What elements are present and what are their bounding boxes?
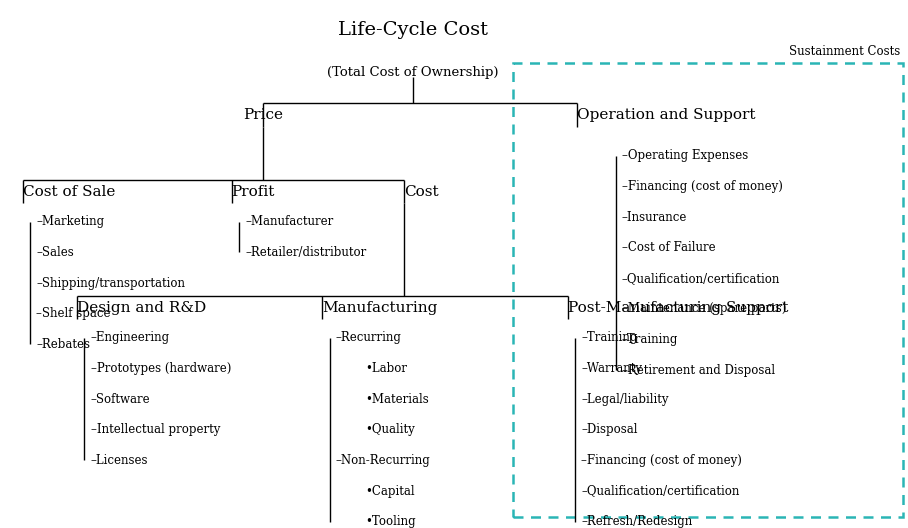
Text: –Cost of Failure: –Cost of Failure (622, 241, 716, 254)
Text: –Engineering: –Engineering (91, 332, 170, 344)
Text: –Maintenance (spare parts): –Maintenance (spare parts) (622, 303, 786, 315)
Text: –Legal/liability: –Legal/liability (581, 393, 668, 406)
Text: –Shelf space: –Shelf space (36, 307, 111, 320)
Text: –Licenses: –Licenses (91, 454, 148, 467)
Text: –Prototypes (hardware): –Prototypes (hardware) (91, 362, 232, 375)
Text: –Disposal: –Disposal (581, 423, 637, 436)
Text: –Software: –Software (91, 393, 151, 406)
Text: •Tooling: •Tooling (365, 515, 416, 528)
Text: Post-Manufacturing Support: Post-Manufacturing Support (568, 301, 788, 315)
Text: –Retirement and Disposal: –Retirement and Disposal (622, 364, 775, 376)
Text: (Total Cost of Ownership): (Total Cost of Ownership) (328, 66, 498, 79)
Text: Price: Price (243, 108, 283, 122)
Text: –Recurring: –Recurring (336, 332, 402, 344)
Text: •Labor: •Labor (365, 362, 407, 375)
Text: Manufacturing: Manufacturing (322, 301, 438, 315)
Text: –Training: –Training (581, 332, 637, 344)
Bar (513, 63, 903, 517)
Text: •Materials: •Materials (365, 393, 429, 406)
Text: –Warranty: –Warranty (581, 362, 642, 375)
Text: –Sales: –Sales (36, 246, 74, 259)
Text: Cost of Sale: Cost of Sale (23, 185, 115, 199)
Text: •Capital: •Capital (365, 485, 415, 497)
Text: –Rebates: –Rebates (36, 338, 90, 351)
Text: –Financing (cost of money): –Financing (cost of money) (622, 180, 783, 193)
Text: Operation and Support: Operation and Support (577, 108, 755, 122)
Text: Sustainment Costs: Sustainment Costs (789, 45, 901, 58)
Text: –Operating Expenses: –Operating Expenses (622, 149, 748, 162)
Text: –Retailer/distributor: –Retailer/distributor (245, 246, 367, 259)
Text: –Refresh/Redesign: –Refresh/Redesign (581, 515, 693, 528)
Text: –Training: –Training (622, 333, 678, 346)
Text: Design and R&D: Design and R&D (77, 301, 206, 315)
Text: –Manufacturer: –Manufacturer (245, 215, 333, 228)
Text: –Intellectual property: –Intellectual property (91, 423, 220, 436)
Text: –Qualification/certification: –Qualification/certification (581, 485, 739, 497)
Text: –Insurance: –Insurance (622, 211, 687, 223)
Text: –Shipping/transportation: –Shipping/transportation (36, 277, 185, 289)
Text: Life-Cycle Cost: Life-Cycle Cost (338, 21, 489, 39)
Text: –Financing (cost of money): –Financing (cost of money) (581, 454, 742, 467)
Text: –Qualification/certification: –Qualification/certification (622, 272, 780, 285)
Text: •Quality: •Quality (365, 423, 415, 436)
Text: Profit: Profit (232, 185, 275, 199)
Text: –Non-Recurring: –Non-Recurring (336, 454, 430, 467)
Text: –Marketing: –Marketing (36, 215, 104, 228)
Text: Cost: Cost (404, 185, 439, 199)
